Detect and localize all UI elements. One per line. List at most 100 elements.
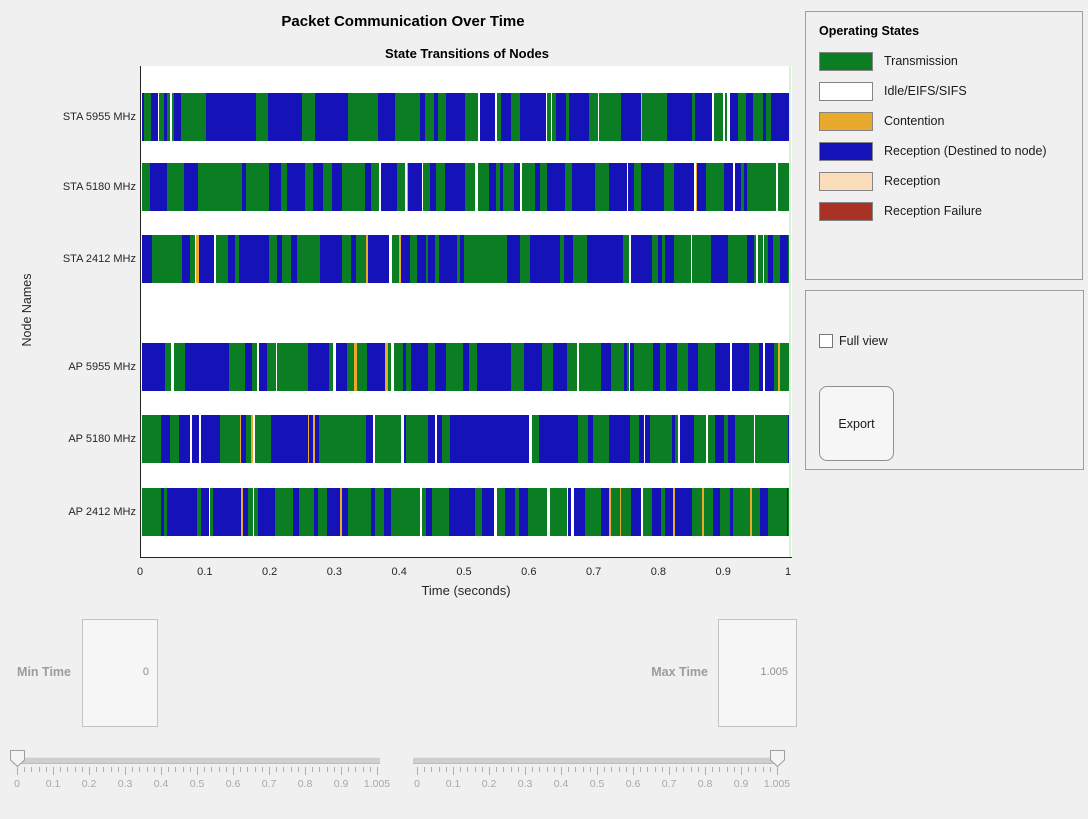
state-segment — [396, 163, 405, 211]
state-segment — [251, 343, 257, 391]
full-view-checkbox[interactable] — [819, 334, 833, 348]
max-time-field[interactable]: 1.005 — [718, 619, 797, 727]
state-segment — [366, 343, 375, 391]
state-segment — [292, 488, 300, 536]
state-segment — [542, 343, 554, 391]
state-segment — [679, 415, 686, 463]
state-segment — [198, 235, 204, 283]
state-segment — [756, 235, 758, 283]
state-segment — [241, 488, 244, 536]
x-tick-label: 0.8 — [650, 566, 667, 578]
state-segment — [613, 343, 624, 391]
state-segment — [166, 163, 178, 211]
state-segment — [434, 93, 438, 141]
state-segment — [395, 488, 399, 536]
slider-minor-tick — [575, 767, 577, 772]
state-segment — [286, 163, 295, 211]
state-segment — [697, 163, 703, 211]
max-time-slider-thumb[interactable] — [769, 750, 785, 768]
state-segment — [543, 163, 547, 211]
state-segment — [714, 343, 725, 391]
state-segment — [423, 163, 431, 211]
state-segment — [338, 415, 357, 463]
state-segment — [712, 93, 715, 141]
state-segment — [198, 163, 204, 211]
y-axis-label: Node Names — [20, 273, 34, 347]
slider-minor-tick — [424, 767, 426, 772]
state-segment — [364, 488, 372, 536]
slider-minor-tick — [261, 767, 263, 772]
state-segment — [167, 93, 170, 141]
legend-swatch — [819, 52, 873, 71]
state-segment — [484, 415, 505, 463]
state-segment — [692, 93, 695, 141]
state-segment — [747, 235, 751, 283]
state-segment — [367, 235, 385, 283]
min-time-slider-track[interactable] — [13, 757, 380, 764]
state-segment — [764, 235, 769, 283]
state-segment — [327, 488, 330, 536]
state-segment — [312, 93, 316, 141]
x-tick-label: 0.6 — [521, 566, 537, 578]
state-segment — [714, 93, 723, 141]
state-segment — [186, 415, 190, 463]
slider-major-tick — [341, 767, 342, 775]
state-segment — [250, 93, 256, 141]
state-segment — [347, 163, 354, 211]
state-segment — [641, 163, 660, 211]
state-segment — [723, 415, 728, 463]
max-time-slider-track[interactable] — [413, 757, 780, 764]
state-segment — [171, 93, 175, 141]
export-button[interactable]: Export — [819, 386, 894, 461]
state-segment — [437, 415, 443, 463]
state-segment — [599, 93, 604, 141]
state-segment — [470, 235, 488, 283]
state-segment — [757, 235, 763, 283]
min-time-field[interactable]: 0 — [82, 619, 158, 727]
state-segment — [437, 343, 446, 391]
state-segment — [165, 343, 172, 391]
state-segment — [534, 93, 541, 141]
legend-label: Reception (Destined to node) — [884, 144, 1047, 158]
state-segment — [356, 415, 367, 463]
state-segment — [520, 93, 523, 141]
state-segment — [475, 488, 483, 536]
state-segment — [338, 93, 348, 141]
state-segment — [784, 163, 789, 211]
state-segment — [226, 235, 229, 283]
state-segment — [289, 415, 300, 463]
state-segment — [347, 93, 354, 141]
state-segment — [522, 93, 532, 141]
state-segment — [773, 488, 780, 536]
state-segment — [519, 235, 531, 283]
state-segment — [365, 235, 368, 283]
slider-minor-tick — [474, 767, 476, 772]
state-segment — [682, 488, 692, 536]
state-segment — [385, 343, 388, 391]
state-segment — [734, 163, 742, 211]
slider-major-tick — [17, 767, 18, 775]
state-segment — [260, 235, 269, 283]
state-segment — [169, 488, 179, 536]
y-tick-label: STA 5955 MHz — [62, 111, 136, 123]
slider-minor-tick — [726, 767, 728, 772]
plot-right-edge-line — [789, 66, 791, 557]
slider-minor-tick — [168, 767, 170, 772]
state-segment — [773, 235, 781, 283]
slider-minor-tick — [182, 767, 184, 772]
max-time-slider: 0 0.1 0.2 0.3 0.4 0.5 0.6 0.7 0.8 0.9 1.005 — [406, 748, 790, 803]
state-segment — [654, 235, 659, 283]
slider-major-tick — [269, 767, 270, 775]
state-segment — [160, 415, 170, 463]
slider-minor-tick — [625, 767, 627, 772]
slider-minor-tick — [748, 767, 750, 772]
min-time-slider-thumb[interactable] — [9, 750, 25, 768]
slider-major-tick — [197, 767, 198, 775]
state-segment — [411, 343, 428, 391]
state-segment — [649, 415, 661, 463]
state-segment — [757, 93, 763, 141]
state-segment — [324, 343, 330, 391]
state-segment — [566, 488, 569, 536]
state-segment — [749, 488, 752, 536]
state-segment — [437, 93, 447, 141]
